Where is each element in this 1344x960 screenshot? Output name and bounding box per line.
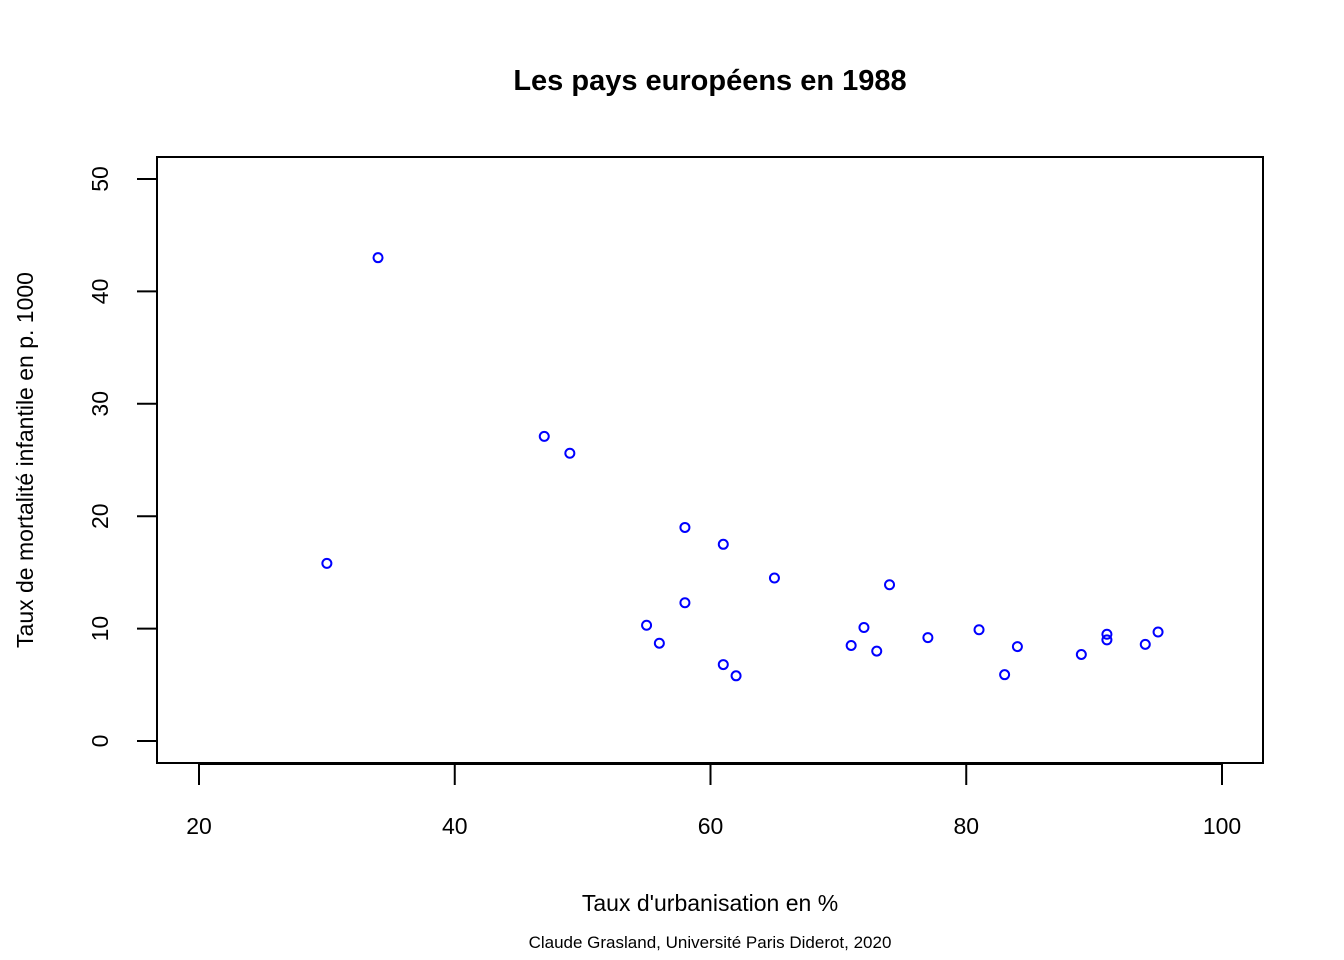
data-point [321, 557, 333, 569]
data-point [999, 669, 1011, 681]
data-point [922, 632, 934, 644]
x-axis: 20 40 60 80 100 [186, 763, 1241, 839]
y-tick-label: 50 [87, 166, 113, 192]
x-axis-label: Taux d'urbanisation en % [582, 890, 838, 916]
data-point [1139, 638, 1151, 650]
data-point [730, 670, 742, 682]
data-point [679, 597, 691, 609]
x-tick-label: 40 [442, 813, 468, 839]
data-point [1011, 641, 1023, 653]
data-points [321, 252, 1164, 682]
data-point [372, 252, 384, 264]
y-tick-label: 40 [87, 279, 113, 305]
y-tick-label: 20 [87, 503, 113, 529]
data-point [884, 579, 896, 591]
data-point [1075, 648, 1087, 660]
data-point [845, 639, 857, 651]
data-point [973, 624, 985, 636]
x-tick-label: 80 [953, 813, 979, 839]
y-tick-label: 0 [87, 735, 113, 748]
data-point [768, 572, 780, 584]
y-axis: 0 10 20 30 40 50 [87, 166, 158, 748]
y-tick-label: 10 [87, 616, 113, 642]
data-point [653, 637, 665, 649]
data-point [717, 659, 729, 671]
chart-caption: Claude Grasland, Université Paris Didero… [529, 933, 892, 952]
data-point [717, 538, 729, 550]
data-point [1101, 628, 1113, 640]
x-tick-label: 60 [698, 813, 724, 839]
x-tick-label: 20 [186, 813, 212, 839]
data-point [538, 430, 550, 442]
data-point [858, 621, 870, 633]
y-tick-label: 30 [87, 391, 113, 417]
data-point [564, 447, 576, 459]
data-point [1152, 626, 1164, 638]
y-axis-label: Taux de mortalité infantile en p. 1000 [12, 272, 38, 648]
x-tick-label: 100 [1203, 813, 1241, 839]
data-point [679, 521, 691, 533]
data-point [641, 619, 653, 631]
chart-title: Les pays européens en 1988 [513, 65, 906, 97]
plot-frame [156, 156, 1264, 764]
data-point [871, 645, 883, 657]
data-point [1101, 634, 1113, 646]
